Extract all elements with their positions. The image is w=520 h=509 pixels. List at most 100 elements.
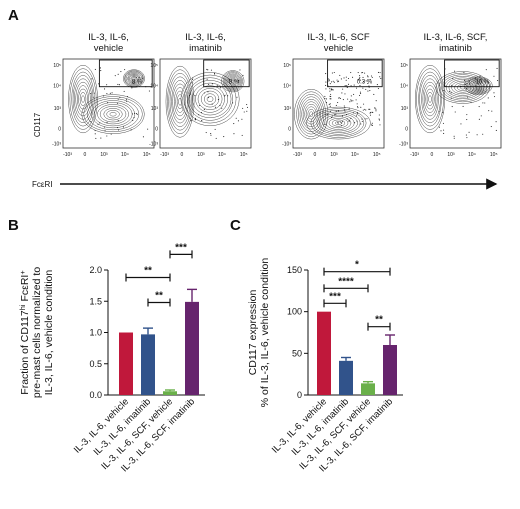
panel-b-letter: B (8, 217, 19, 234)
flow-x-tick: 10³ (197, 152, 205, 158)
event-dot (347, 77, 350, 80)
contour-line (463, 76, 493, 95)
y-tick-label: 0.5 (89, 359, 102, 369)
chart-c: 0 50 100 150 CD117 expression% of IL-3, IL-6… (247, 258, 403, 474)
event-dot (355, 99, 357, 101)
flow-y-tick: 10⁵ (53, 63, 61, 69)
event-dot (188, 95, 191, 97)
contour-line (99, 106, 127, 123)
event-dot (123, 90, 125, 92)
contour-line (459, 85, 466, 90)
contour-line (97, 104, 129, 125)
significance-label: ** (375, 315, 383, 326)
contour-line (441, 74, 485, 101)
panel-a-y-axis-label: CD117 (33, 112, 42, 137)
event-dot (106, 84, 108, 86)
event-dot (91, 78, 93, 80)
event-dot (354, 122, 356, 124)
event-dot (361, 72, 363, 74)
flow-x-tick: 10⁴ (468, 152, 476, 158)
event-dot (350, 95, 352, 97)
event-dot (365, 80, 367, 82)
event-dot (347, 98, 349, 100)
event-dot (357, 79, 360, 81)
event-dot (100, 137, 102, 139)
contour-line (231, 79, 235, 83)
contour-line (325, 116, 352, 130)
event-dot (331, 88, 333, 90)
flow-y-tick: 10⁴ (150, 84, 158, 90)
event-dot (361, 120, 363, 122)
event-dot (117, 119, 119, 122)
event-dot (493, 75, 495, 77)
event-dot (116, 102, 118, 104)
contour-line (129, 74, 139, 83)
flow-y-tick: 10³ (284, 106, 292, 112)
contour-line (316, 111, 361, 135)
significance-label: *** (329, 291, 341, 302)
flow-plot-title: IL-3, IL-6, SCF, (424, 32, 488, 43)
event-dot (493, 96, 496, 98)
flow-plot-frame (292, 58, 385, 149)
bar (185, 301, 199, 395)
flow-x-tick: 10⁵ (373, 152, 381, 158)
event-dot (207, 91, 209, 93)
event-dot (97, 123, 99, 125)
contour-line (87, 98, 140, 131)
event-dot (94, 130, 96, 132)
flow-plot-title: vehicle (324, 43, 354, 54)
event-dot (350, 100, 352, 102)
event-dot (243, 111, 245, 113)
event-dot (339, 121, 341, 123)
contour-line (79, 92, 87, 107)
contour-line (428, 95, 432, 103)
flow-y-tick: -10³ (399, 142, 408, 148)
event-dot (104, 130, 106, 132)
event-dot (117, 73, 119, 75)
event-dot (379, 124, 381, 126)
flow-plot-title: IL-3, IL-6, (185, 32, 226, 43)
event-dot (442, 112, 444, 114)
event-dot (238, 80, 240, 82)
event-dot (223, 136, 225, 138)
flow-x-tick: 10⁵ (490, 152, 498, 158)
event-dot (210, 134, 212, 136)
event-dot (369, 78, 371, 81)
event-dot (227, 95, 229, 97)
event-dot (379, 76, 381, 78)
contour-line (473, 82, 483, 89)
event-dot (338, 97, 340, 99)
flow-y-tick: 0 (58, 126, 61, 132)
flow-x-tick: 10⁴ (218, 152, 226, 158)
event-dot (330, 81, 333, 83)
event-dot (463, 72, 465, 74)
event-dot (460, 123, 462, 125)
event-dot (368, 108, 370, 110)
event-dot (138, 77, 140, 79)
flow-y-tick: 10³ (151, 106, 159, 112)
flow-x-tick: -10³ (160, 152, 169, 158)
event-dot (246, 106, 249, 108)
event-dot (371, 122, 373, 124)
event-dot (356, 106, 359, 108)
flow-y-tick: 10³ (54, 106, 62, 112)
event-dot (99, 67, 102, 69)
contour-line (465, 77, 491, 94)
event-dot (359, 91, 361, 93)
event-dot (227, 78, 229, 80)
event-dot (203, 109, 205, 111)
event-dot (375, 108, 377, 110)
event-dot (332, 89, 334, 91)
contour-line (176, 94, 184, 110)
event-dot (329, 90, 331, 92)
flow-plot-title: IL-3, IL-6, SCF (307, 32, 369, 43)
event-dot (228, 79, 230, 81)
event-dot (357, 107, 359, 109)
event-dot (141, 77, 144, 79)
event-dot (343, 109, 345, 111)
contour-line (192, 82, 228, 116)
contour-line (200, 90, 220, 108)
event-dot (359, 77, 361, 79)
event-dot (194, 117, 197, 119)
event-dot (343, 77, 345, 79)
